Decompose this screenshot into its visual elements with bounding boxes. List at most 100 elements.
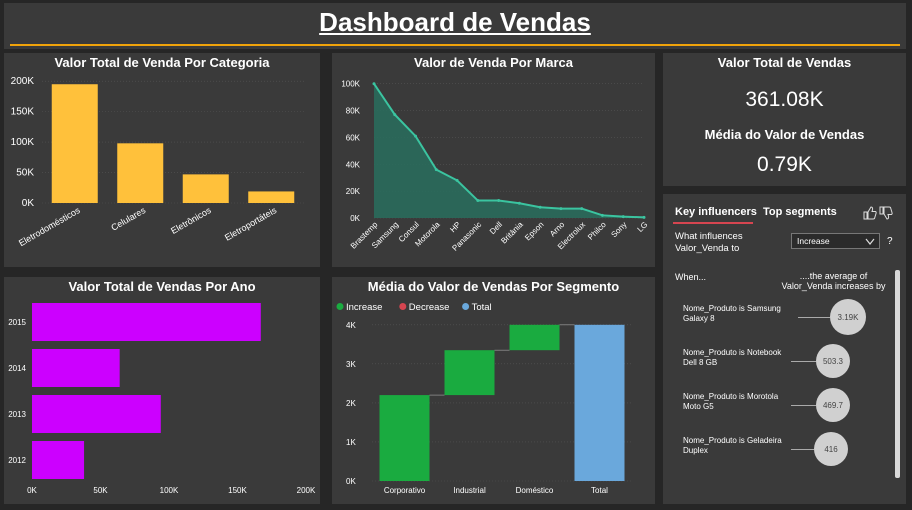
x-tick-label: HP bbox=[448, 220, 462, 234]
active-tab-underline bbox=[673, 222, 753, 224]
year-chart-panel[interactable]: Valor Total de Vendas Por Ano 0K 50K 100K 1… bbox=[4, 277, 320, 504]
x-tick-label: Britânia bbox=[499, 220, 525, 246]
y-tick-label: 20K bbox=[346, 187, 361, 196]
y-tick-label: 100K bbox=[11, 137, 35, 148]
x-tick-label: Dell bbox=[488, 220, 504, 236]
chevron-down-icon bbox=[865, 238, 875, 245]
y-tick-label: 40K bbox=[346, 160, 361, 169]
influencer-bubble[interactable]: 416 bbox=[814, 432, 848, 466]
kpi-panel: Valor Total de Vendas 361.08K Média do V… bbox=[663, 53, 906, 186]
y-tick-label: 200K bbox=[11, 76, 35, 87]
y-tick-label: 50K bbox=[16, 168, 34, 179]
help-icon[interactable]: ? bbox=[887, 236, 893, 247]
data-point bbox=[621, 215, 625, 219]
total-sales-value: 361.08K bbox=[745, 88, 824, 111]
key-influencers-panel: Key influencers Top segments What influe… bbox=[663, 194, 906, 504]
bar bbox=[32, 441, 85, 479]
category-chart: 0K 50K 100K 150K 200K Eletrodomésticos Celular… bbox=[11, 76, 304, 248]
y-tick-label: 0K bbox=[22, 198, 35, 209]
data-point bbox=[497, 199, 501, 203]
influencer-bubble[interactable]: 503.3 bbox=[816, 344, 850, 378]
influencer-label[interactable]: Nome_Produto is Morotola Moto G5 bbox=[683, 392, 779, 411]
bar bbox=[182, 174, 229, 203]
area-fill bbox=[374, 83, 644, 218]
y-tick-label: 2012 bbox=[8, 456, 26, 465]
x-tick-label: 50K bbox=[93, 486, 108, 495]
data-point bbox=[559, 207, 563, 211]
bar bbox=[444, 350, 495, 396]
data-point bbox=[580, 207, 584, 211]
x-tick-label: 0K bbox=[27, 486, 37, 495]
y-tick-label: 0K bbox=[346, 477, 356, 486]
legend-label: Total bbox=[472, 302, 492, 313]
column-average-label: ....the average of Valor_Venda increases… bbox=[781, 271, 886, 291]
tab-top-segments[interactable]: Top segments bbox=[763, 206, 837, 218]
brand-chart: 0K20K40K60K80K100KBrastempSamsungConsulM… bbox=[341, 80, 650, 253]
influencer-bubble[interactable]: 3.19K bbox=[830, 299, 866, 335]
influencer-label[interactable]: Nome_Produto is Notebook Dell 8 GB bbox=[683, 348, 782, 367]
influencer-bubble[interactable]: 469.7 bbox=[816, 388, 850, 422]
influence-question: What influences Valor_Venda to bbox=[675, 231, 743, 254]
dashboard-title: Dashboard de Vendas bbox=[319, 7, 591, 37]
influencer-label[interactable]: Nome_Produto is Geladeira Duplex bbox=[683, 436, 782, 455]
thumbs-down-icon[interactable] bbox=[879, 206, 893, 220]
bar bbox=[574, 324, 625, 481]
y-tick-label: 2013 bbox=[8, 410, 26, 419]
influencer-connector bbox=[791, 449, 814, 450]
data-point bbox=[455, 178, 459, 182]
y-tick-label: 2015 bbox=[8, 318, 26, 327]
column-when-label: When... bbox=[675, 272, 707, 282]
legend-label: Increase bbox=[346, 302, 382, 313]
header-accent-line bbox=[10, 44, 900, 46]
avg-sales-value: 0.79K bbox=[757, 153, 812, 176]
tab-key-influencers[interactable]: Key influencers bbox=[675, 206, 757, 218]
y-tick-label: 60K bbox=[346, 133, 361, 142]
influencer-label[interactable]: Nome_Produto is Samsung Galaxy 8 bbox=[683, 304, 781, 323]
year-chart: 0K 50K 100K 150K 200K 2015 2014 2013 2012 bbox=[8, 303, 316, 495]
influence-select[interactable]: Increase bbox=[791, 233, 880, 249]
y-tick-label: 80K bbox=[346, 107, 361, 116]
y-tick-label: 150K bbox=[11, 107, 35, 118]
data-point bbox=[538, 205, 542, 209]
x-tick-label: Celulares bbox=[109, 205, 147, 233]
data-point bbox=[372, 82, 376, 86]
year-chart-title: Valor Total de Vendas Por Ano bbox=[68, 279, 256, 294]
segment-chart-panel[interactable]: Média do Valor de Vendas Por Segmento In… bbox=[332, 277, 655, 504]
y-tick-label: 4K bbox=[346, 321, 356, 330]
segment-chart: Increase Decrease Total 0K 1K 2K 3K 4K Corporati… bbox=[336, 302, 632, 495]
bar bbox=[248, 191, 295, 203]
brand-chart-title: Valor de Venda Por Marca bbox=[414, 55, 573, 70]
bar bbox=[32, 303, 261, 341]
bar bbox=[509, 324, 560, 351]
y-tick-label: 1K bbox=[346, 438, 356, 447]
legend-marker bbox=[336, 303, 344, 310]
scrollbar[interactable] bbox=[895, 270, 900, 478]
x-tick-label: Sony bbox=[609, 220, 628, 239]
data-point bbox=[517, 201, 521, 205]
x-tick-label: Corporativo bbox=[384, 486, 426, 495]
thumbs-up-icon[interactable] bbox=[863, 206, 877, 220]
data-point bbox=[414, 134, 418, 138]
bar bbox=[32, 395, 161, 433]
x-tick-label: 150K bbox=[228, 486, 247, 495]
y-tick-label: 2K bbox=[346, 399, 356, 408]
data-point bbox=[600, 213, 604, 217]
y-tick-label: 3K bbox=[346, 360, 356, 369]
legend-marker bbox=[462, 303, 470, 310]
x-tick-label: Eletroportáteis bbox=[223, 205, 279, 243]
x-tick-label: Eletrônicos bbox=[169, 205, 213, 236]
brand-chart-panel[interactable]: Valor de Venda Por Marca 0K 20K 40K 60K 80K 1… bbox=[332, 53, 655, 267]
header-panel: Dashboard de Vendas bbox=[4, 3, 906, 49]
data-point bbox=[642, 215, 646, 219]
x-tick-label: 100K bbox=[160, 486, 179, 495]
x-tick-label: LG bbox=[636, 220, 650, 234]
x-tick-label: Doméstico bbox=[516, 486, 554, 495]
x-tick-label: Epson bbox=[523, 220, 545, 242]
series-line bbox=[373, 83, 645, 219]
x-tick-label: 200K bbox=[297, 486, 316, 495]
y-tick-label: 100K bbox=[341, 80, 360, 89]
avg-sales-label: Média do Valor de Vendas bbox=[704, 127, 865, 142]
data-point bbox=[434, 168, 438, 172]
segment-chart-title: Média do Valor de Vendas Por Segmento bbox=[367, 279, 620, 294]
category-chart-panel[interactable]: Valor Total de Venda Por Categoria 0K 50K… bbox=[4, 53, 320, 267]
